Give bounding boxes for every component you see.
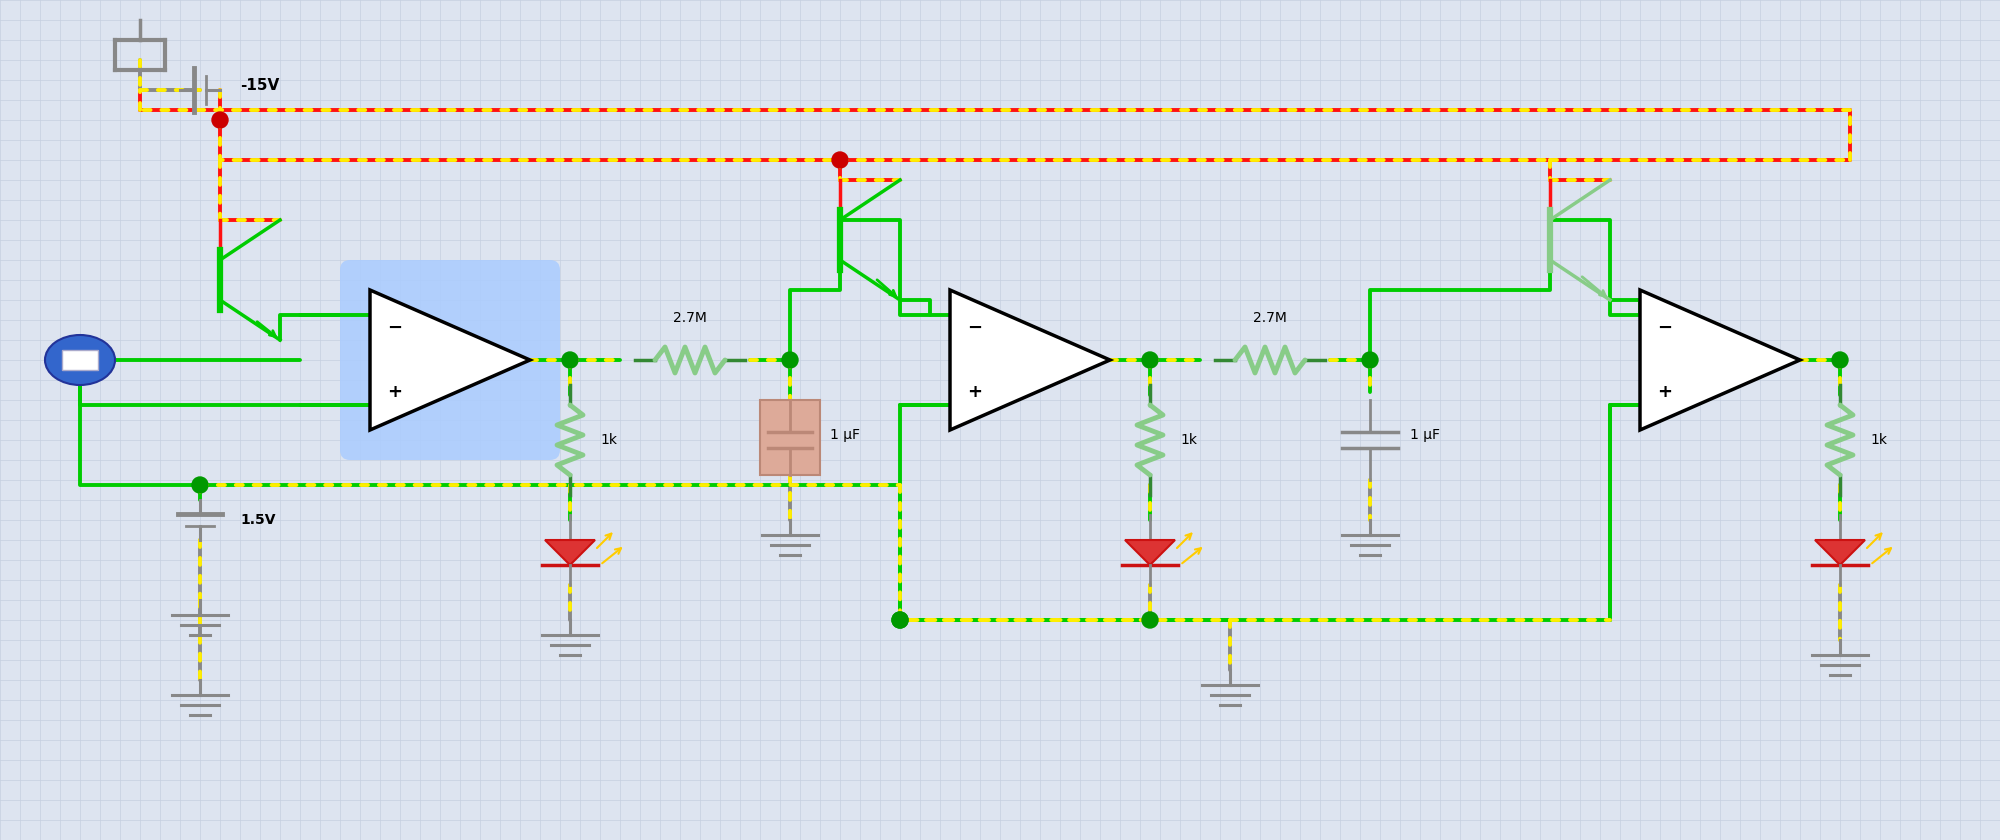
Circle shape [1142, 612, 1158, 628]
Text: −: − [968, 319, 982, 337]
Text: −: − [388, 319, 402, 337]
Bar [760, 400, 820, 475]
Circle shape [212, 112, 228, 128]
Text: 1 μF: 1 μF [830, 428, 860, 442]
Text: +: + [1658, 383, 1672, 401]
Polygon shape [370, 290, 530, 430]
Text: 2.7M: 2.7M [1254, 311, 1286, 325]
Polygon shape [1124, 540, 1176, 565]
Circle shape [1362, 352, 1378, 368]
Text: 1.5V: 1.5V [240, 513, 276, 527]
Polygon shape [1816, 540, 1864, 565]
Text: -15V: -15V [240, 77, 280, 92]
Text: 1k: 1k [1870, 433, 1888, 447]
Circle shape [832, 152, 848, 168]
Bar [62, 350, 98, 370]
Circle shape [782, 352, 798, 368]
Polygon shape [546, 540, 596, 565]
Text: −: − [1658, 319, 1672, 337]
Polygon shape [1640, 290, 1800, 430]
Circle shape [1832, 352, 1848, 368]
Text: 1 μF: 1 μF [1410, 428, 1440, 442]
Ellipse shape [46, 335, 116, 385]
Circle shape [892, 612, 908, 628]
Text: 1k: 1k [1180, 433, 1196, 447]
Text: +: + [388, 383, 402, 401]
Text: 1k: 1k [600, 433, 618, 447]
Polygon shape [950, 290, 1110, 430]
Text: 2.7M: 2.7M [674, 311, 706, 325]
Circle shape [562, 352, 578, 368]
Circle shape [1142, 352, 1158, 368]
FancyBboxPatch shape [340, 260, 560, 460]
Circle shape [192, 477, 208, 493]
Text: +: + [968, 383, 982, 401]
Circle shape [892, 612, 908, 628]
